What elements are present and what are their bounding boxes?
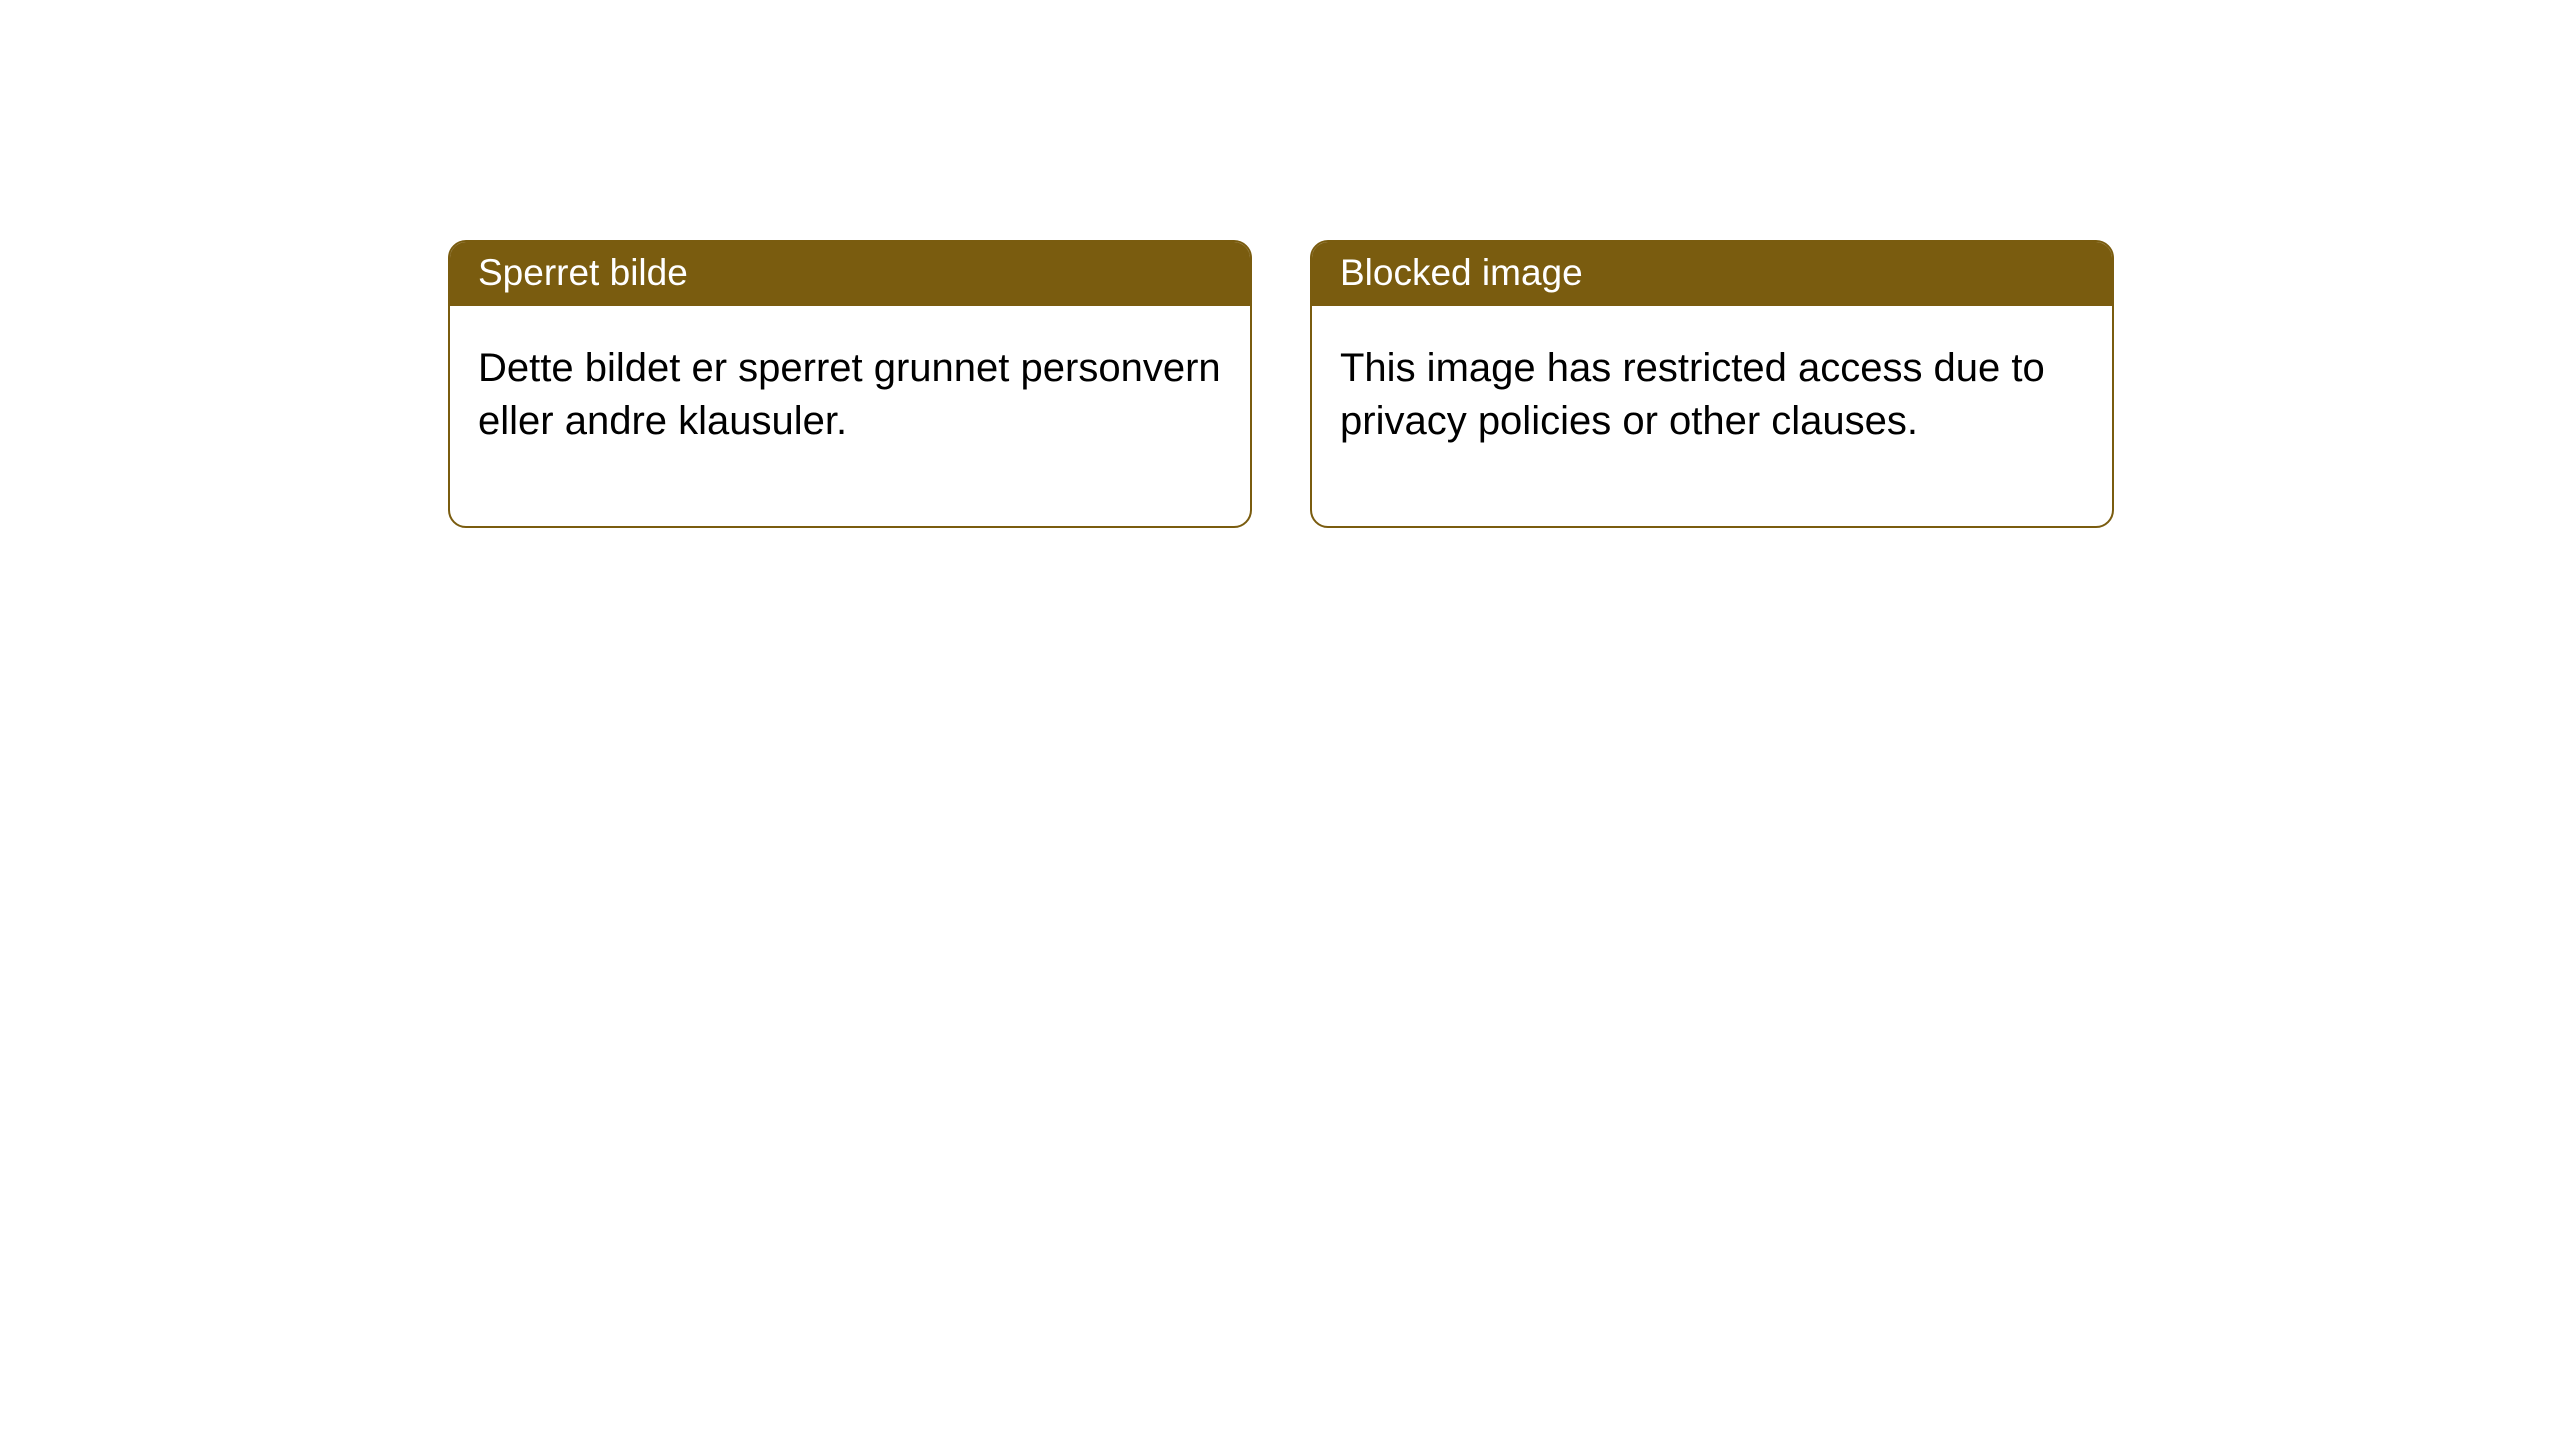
notice-container: Sperret bilde Dette bildet er sperret gr… bbox=[0, 0, 2560, 528]
notice-card-norwegian: Sperret bilde Dette bildet er sperret gr… bbox=[448, 240, 1252, 528]
notice-card-title: Blocked image bbox=[1312, 242, 2112, 306]
notice-card-body: This image has restricted access due to … bbox=[1312, 306, 2112, 526]
notice-card-title: Sperret bilde bbox=[450, 242, 1250, 306]
notice-card-body: Dette bildet er sperret grunnet personve… bbox=[450, 306, 1250, 526]
notice-card-english: Blocked image This image has restricted … bbox=[1310, 240, 2114, 528]
